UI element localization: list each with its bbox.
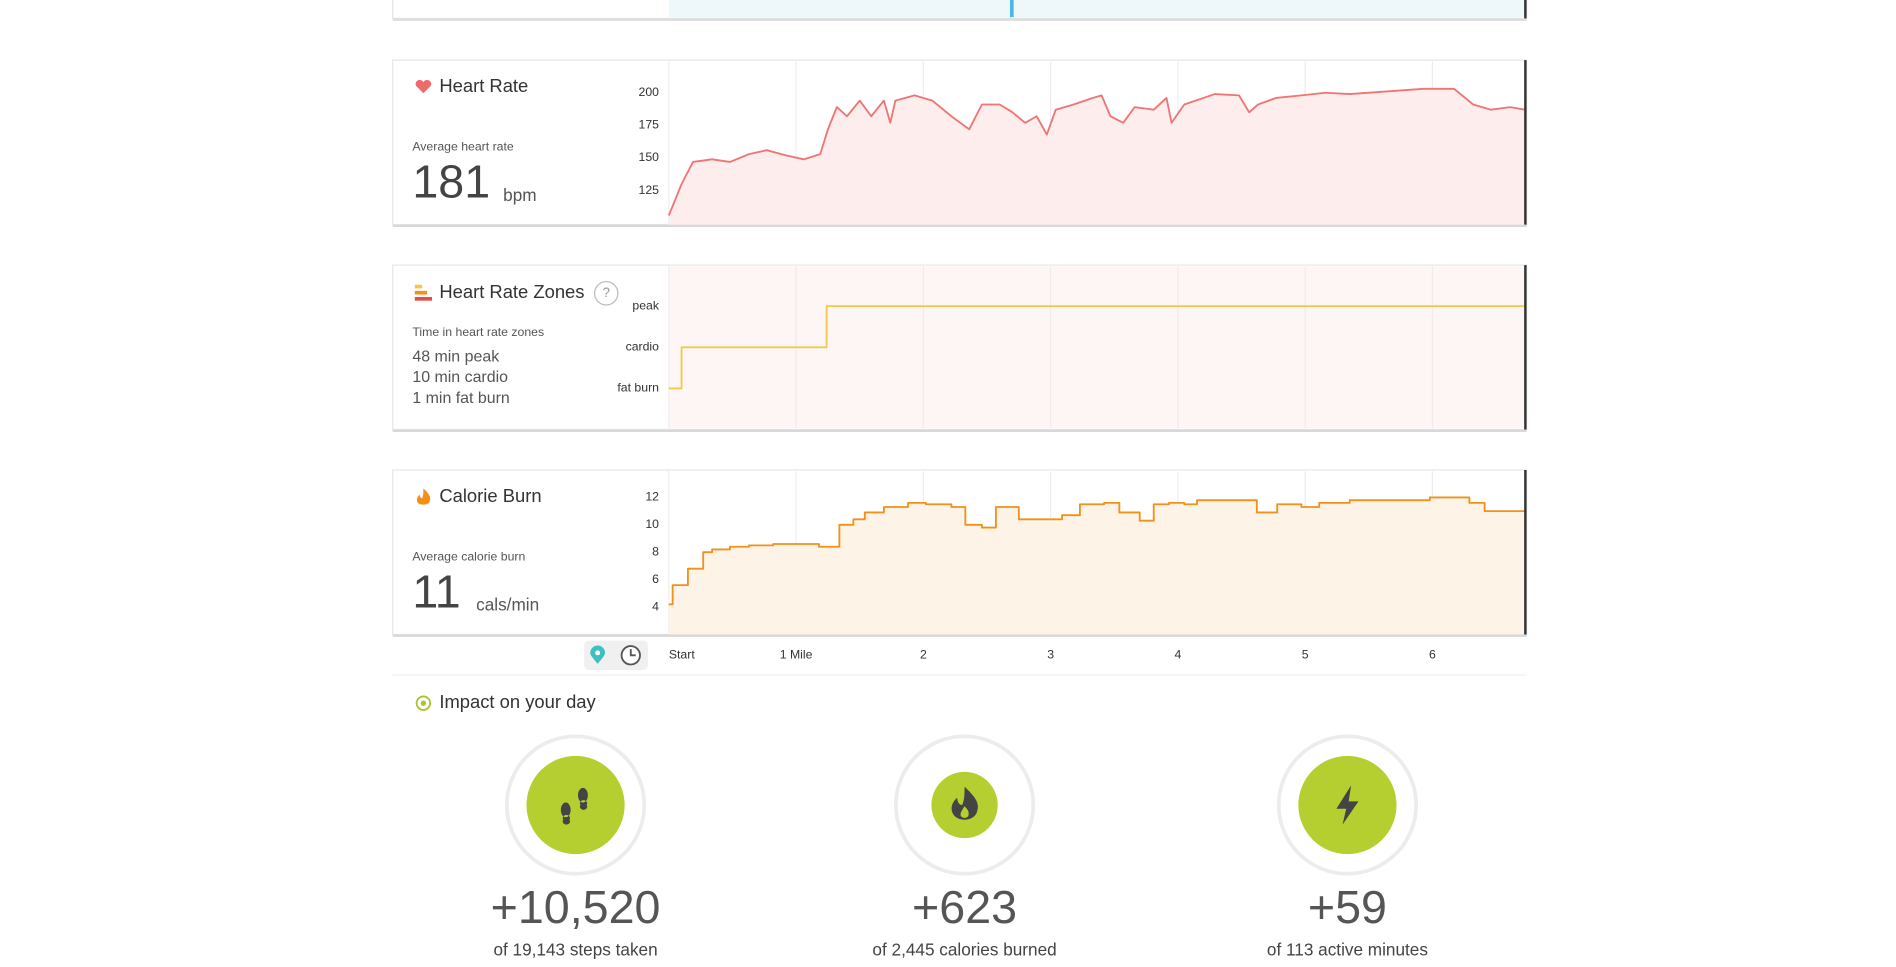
unit: bpm bbox=[503, 185, 536, 205]
help-button[interactable] bbox=[593, 281, 619, 306]
area bbox=[668, 497, 1526, 635]
marker bbox=[1009, 0, 1014, 18]
map-toggle-dot bbox=[595, 650, 601, 656]
chart-panel: 125 150 175 200 bbox=[392, 59, 1528, 228]
heart-icon bbox=[415, 79, 432, 94]
x-tick-label: 4 bbox=[1175, 648, 1182, 662]
y-tick-label: 4 bbox=[652, 599, 659, 613]
help-icon[interactable]: ? bbox=[602, 285, 610, 300]
impact-icon bbox=[1336, 785, 1359, 825]
impact-caption: of 19,143 steps taken bbox=[493, 940, 657, 960]
x-tick-label: 3 bbox=[1047, 648, 1054, 662]
impact-icon-dot bbox=[420, 700, 427, 706]
impact-value: +623 bbox=[912, 881, 1017, 933]
y-tick-label: cardio bbox=[626, 340, 660, 354]
y-tick-label: 200 bbox=[639, 85, 660, 99]
flame-icon bbox=[416, 488, 431, 505]
panels: 125 150 175 200 fat burn cardio peak 4 6 8 10 12 bbox=[392, 59, 1528, 637]
x-tick-label: 2 bbox=[920, 648, 927, 662]
top-panel bbox=[392, 0, 1528, 21]
y-tick-label: peak bbox=[632, 298, 659, 312]
impact-badge bbox=[526, 755, 625, 855]
y-tick-label: 6 bbox=[652, 572, 659, 586]
summary-label: Average heart rate bbox=[412, 139, 514, 153]
summary-label: Average calorie burn bbox=[412, 549, 525, 563]
impact-value: +59 bbox=[1308, 881, 1387, 933]
plot-bg bbox=[668, 0, 1526, 18]
clock-hands bbox=[629, 649, 636, 657]
panel-title: Heart Rate bbox=[439, 75, 528, 96]
section-title: Impact on your day bbox=[439, 691, 596, 712]
impact-icon bbox=[951, 786, 978, 820]
line bbox=[668, 305, 1526, 390]
zones-icon bbox=[414, 284, 432, 301]
summary-value: 181 bbox=[412, 156, 490, 208]
line bbox=[668, 496, 1526, 606]
zone-line: 48 min peak bbox=[412, 348, 499, 365]
y-tick-label: 125 bbox=[639, 183, 660, 197]
y-tick-label: 150 bbox=[639, 150, 660, 164]
summary-value: 11 bbox=[412, 565, 460, 617]
x-tick-label: 5 bbox=[1302, 648, 1309, 662]
chart-panel: 4 6 8 10 12 bbox=[392, 469, 1528, 637]
impact-items: +10,520 of 19,143 steps taken +623 of 2,445… bbox=[491, 734, 1428, 960]
impact-icon bbox=[415, 695, 432, 711]
y-tick-label: 10 bbox=[645, 517, 659, 531]
summary-label: Time in heart rate zones bbox=[412, 325, 544, 339]
y-tick-label: fat burn bbox=[617, 381, 659, 395]
x-tick-label: Start bbox=[669, 648, 695, 662]
impact-value: +10,520 bbox=[491, 881, 661, 933]
unit: cals/min bbox=[476, 595, 539, 615]
line bbox=[667, 87, 1526, 216]
impact-caption: of 2,445 calories burned bbox=[872, 940, 1056, 960]
panel-title: Heart Rate Zones bbox=[439, 281, 584, 302]
zone-line: 10 min cardio bbox=[412, 369, 508, 386]
chart-panel: fat burn cardio peak bbox=[392, 264, 1528, 432]
impact-icon bbox=[560, 787, 588, 825]
y-tick-label: 175 bbox=[639, 118, 660, 132]
impact-caption: of 113 active minutes bbox=[1267, 940, 1428, 960]
y-tick-label: 12 bbox=[645, 490, 659, 504]
x-tick-label: 1 Mile bbox=[780, 648, 813, 662]
panel-title: Calorie Burn bbox=[439, 485, 541, 506]
y-tick-label: 8 bbox=[652, 544, 659, 558]
area bbox=[668, 88, 1526, 225]
zone-line: 1 min fat burn bbox=[412, 390, 509, 407]
x-tick-label: 6 bbox=[1429, 648, 1436, 662]
